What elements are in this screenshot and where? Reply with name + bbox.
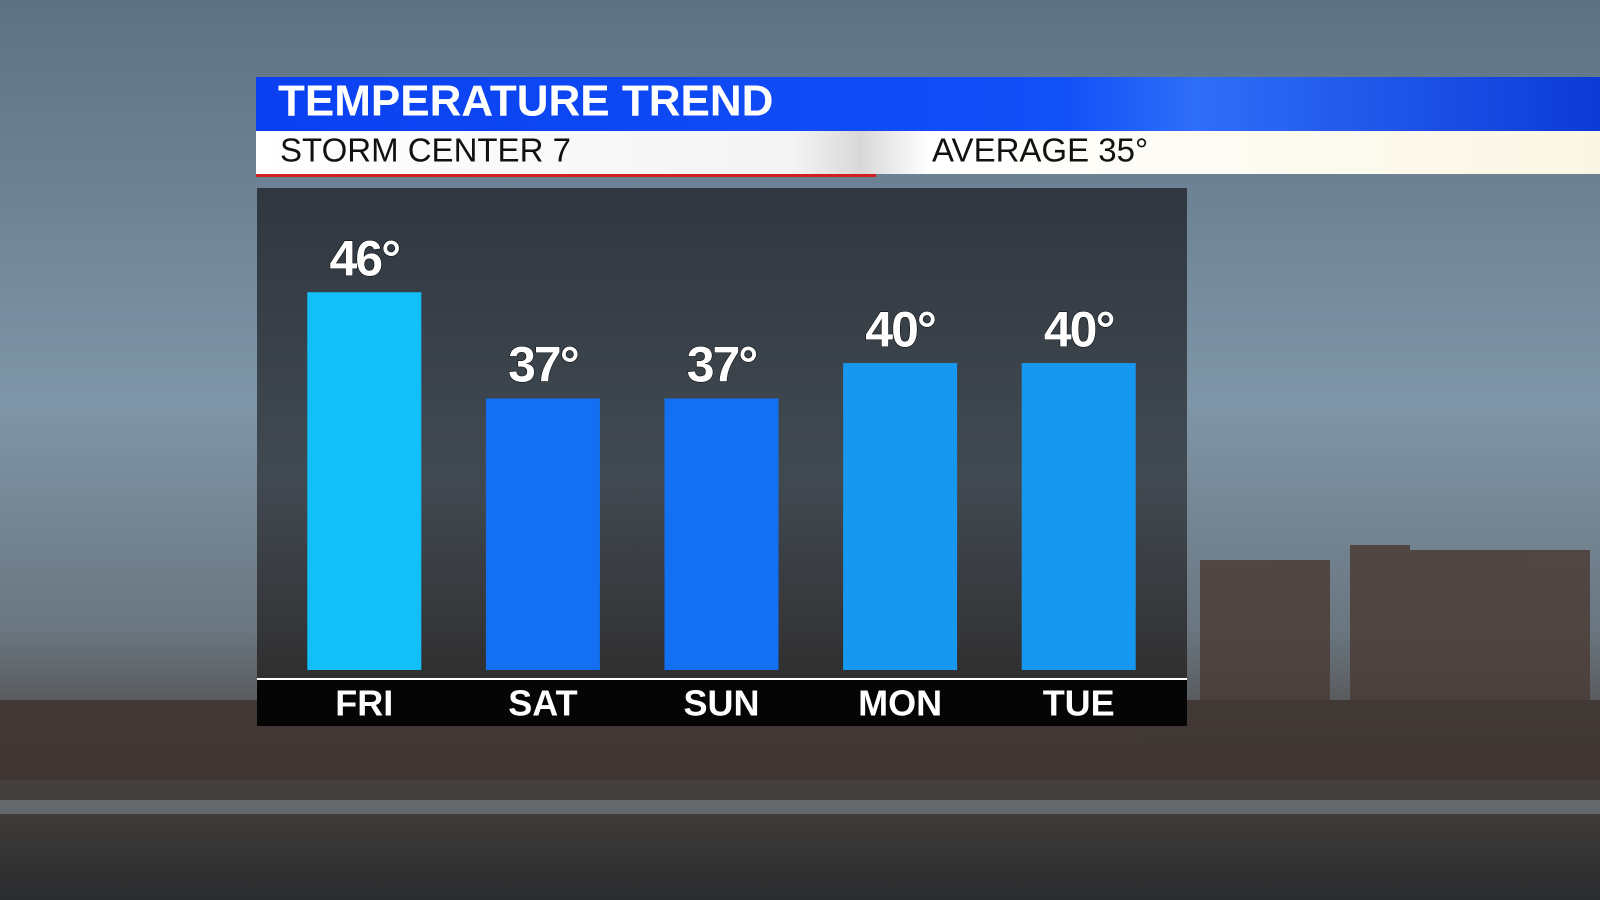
annotation: AVERAGE 35° <box>932 132 1148 169</box>
category-band <box>257 679 1187 726</box>
x-tick-label: MON <box>858 683 942 724</box>
value-label: 37° <box>508 337 578 393</box>
value-label: 37° <box>687 337 757 393</box>
title-bar <box>256 77 1600 131</box>
bar <box>307 292 422 670</box>
x-tick-label: FRI <box>335 683 393 724</box>
value-label: 46° <box>329 230 399 286</box>
bar <box>1021 363 1136 670</box>
value-label: 40° <box>865 301 935 357</box>
subtitle: STORM CENTER 7 <box>280 132 571 169</box>
chart-title: TEMPERATURE TREND <box>278 77 773 126</box>
value-label: 40° <box>1044 301 1114 357</box>
x-tick-label: TUE <box>1043 683 1115 724</box>
bar <box>664 398 779 670</box>
accent-line <box>256 174 876 177</box>
subtitle-bar <box>256 131 1600 174</box>
bar <box>485 398 600 670</box>
x-tick-label: SUN <box>683 683 759 724</box>
x-tick-label: SAT <box>508 683 577 724</box>
bar <box>843 363 958 670</box>
